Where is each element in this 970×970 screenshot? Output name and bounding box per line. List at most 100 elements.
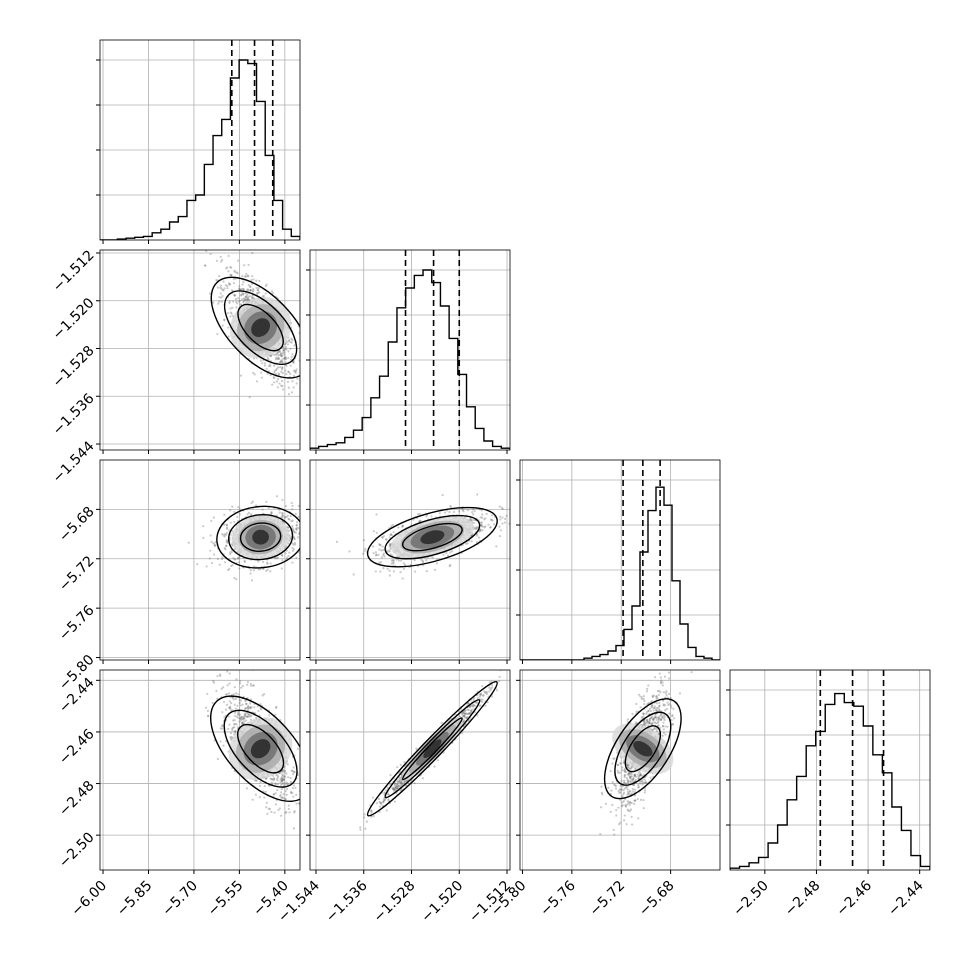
sample-point [377, 797, 381, 801]
sample-point [611, 781, 614, 784]
sample-point [207, 714, 210, 717]
sample-point [383, 798, 386, 802]
sample-point [443, 511, 447, 514]
sample-point [390, 562, 393, 565]
sample-point [243, 712, 246, 715]
sample-point [479, 516, 482, 519]
sample-point [244, 702, 248, 706]
sample-point [382, 552, 385, 555]
sample-point [292, 536, 295, 540]
sample-point [236, 557, 240, 560]
sample-point [266, 568, 269, 571]
sample-point [290, 341, 293, 344]
sample-point [233, 730, 236, 733]
sample-point [449, 563, 452, 567]
sample-point [242, 287, 245, 291]
sample-point [232, 300, 235, 303]
sample-point [249, 289, 252, 292]
sample-point [659, 676, 662, 679]
sample-point [234, 558, 237, 561]
sample-point [290, 391, 294, 394]
sample-point [227, 568, 230, 572]
sample-point [280, 355, 283, 358]
sample-point [259, 703, 262, 706]
sample-point [389, 553, 392, 556]
sample-point [241, 722, 244, 726]
sample-point [295, 382, 298, 385]
sample-point [393, 784, 396, 787]
sample-point [289, 791, 293, 794]
sample-point [378, 805, 382, 808]
sample-point [269, 374, 272, 377]
sample-point [266, 356, 269, 359]
sample-point [212, 542, 215, 545]
sample-point [280, 791, 283, 794]
sample-point [449, 506, 453, 509]
sample-point [397, 787, 400, 790]
sample-point [295, 527, 298, 530]
sample-point [479, 704, 482, 707]
sample-point [370, 809, 373, 813]
sample-point [293, 344, 296, 347]
sample-point [273, 381, 276, 384]
sample-point [478, 704, 481, 707]
histogram-step-line [520, 486, 720, 660]
sample-point [281, 554, 284, 557]
sample-point [305, 407, 307, 409]
sample-point [617, 789, 620, 793]
sample-point [259, 568, 262, 571]
sample-point [273, 377, 276, 380]
sample-point [284, 356, 287, 359]
sample-point [389, 543, 392, 546]
sample-point [295, 793, 298, 796]
sample-point [313, 544, 315, 546]
sample-point [244, 295, 247, 299]
sample-point [284, 369, 287, 372]
sample-point [228, 283, 231, 286]
sample-point [279, 353, 282, 357]
sample-point [305, 372, 307, 374]
sample-point [468, 712, 471, 715]
sample-point [249, 684, 253, 687]
sample-point [279, 353, 283, 356]
sample-point [657, 724, 660, 727]
sample-point [247, 263, 250, 266]
sample-point [651, 694, 654, 698]
sample-point [291, 524, 294, 528]
sample-point [664, 733, 667, 736]
sample-point [274, 783, 277, 786]
sample-point [286, 380, 290, 384]
sample-point [243, 717, 246, 720]
sample-point [219, 727, 222, 730]
sample-point [524, 520, 526, 522]
scatter-panel-1-0 [100, 250, 307, 450]
sample-point [249, 707, 252, 710]
sample-point [490, 518, 493, 521]
sample-point [238, 698, 241, 702]
sample-point [228, 567, 231, 570]
sample-point [388, 550, 391, 553]
sample-point [242, 717, 246, 720]
sample-point [270, 510, 273, 514]
sample-point [495, 689, 499, 692]
sample-point [251, 251, 254, 255]
sample-point [642, 781, 645, 784]
sample-point [436, 759, 440, 762]
sample-point [202, 536, 205, 540]
sample-point [281, 770, 284, 773]
sample-point [470, 540, 473, 543]
sample-point [291, 773, 295, 776]
sample-point [476, 696, 479, 699]
sample-point [372, 530, 375, 533]
sample-point [220, 287, 223, 290]
sample-point [234, 297, 238, 301]
sample-point [304, 364, 306, 366]
sample-point [475, 701, 478, 704]
sample-point [249, 705, 252, 709]
sample-point [287, 776, 290, 779]
sample-point [252, 296, 255, 299]
sample-point [218, 563, 221, 566]
sample-point [288, 518, 291, 521]
sample-point [639, 773, 642, 776]
sample-point [495, 545, 498, 548]
